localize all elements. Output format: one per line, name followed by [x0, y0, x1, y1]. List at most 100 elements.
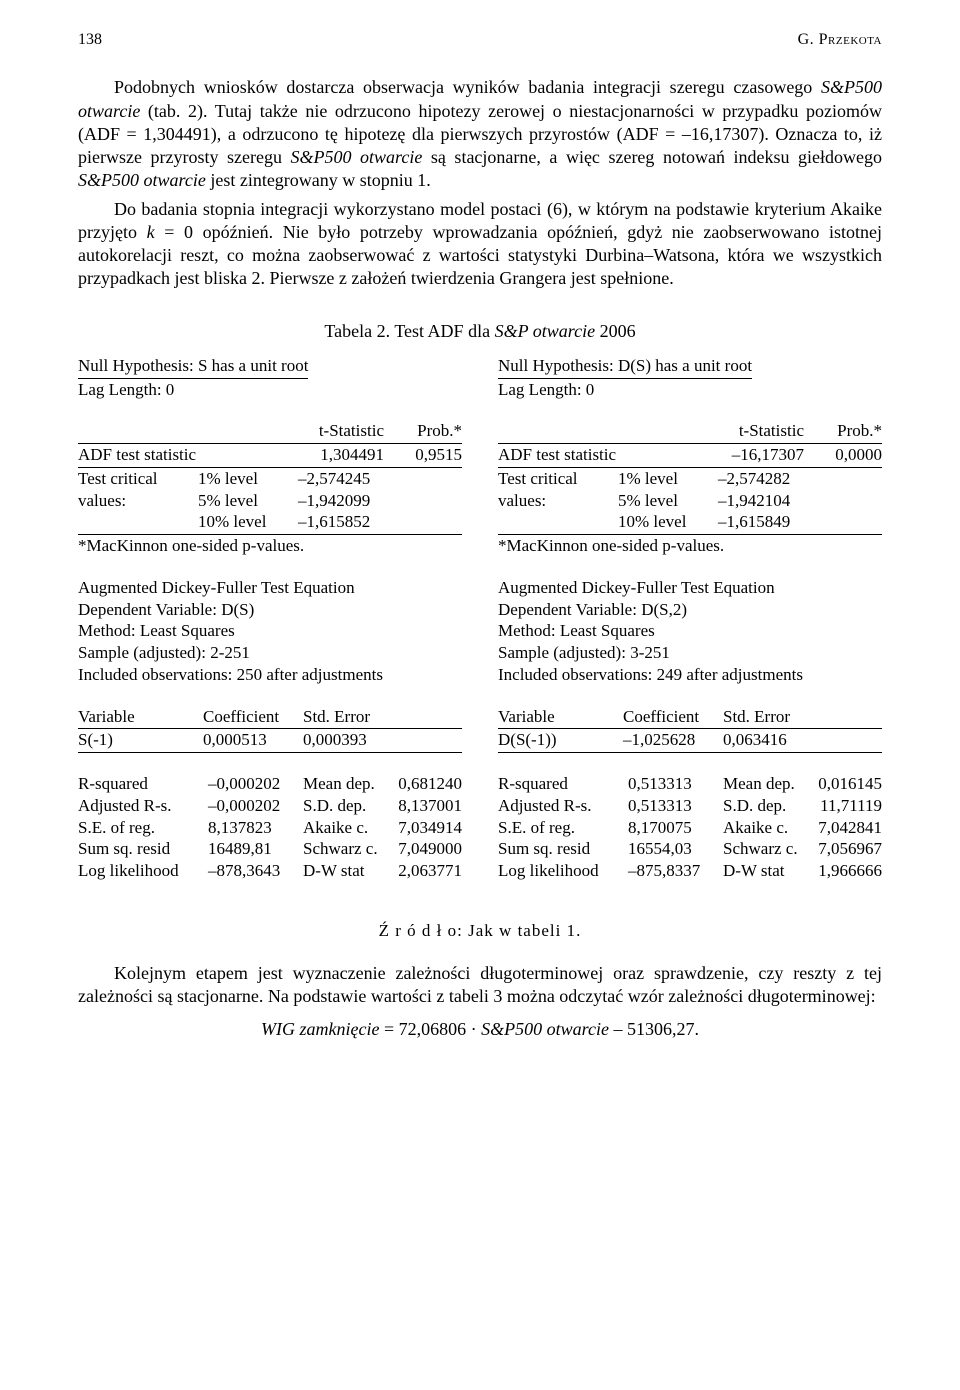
coef-header: Variable Coefficient Std. Error [498, 706, 882, 730]
diag-label: Mean dep. [723, 773, 818, 795]
adf-tstat: 1,304491 [294, 444, 384, 466]
coef-header-label: Coefficient [623, 706, 723, 728]
prob-header: Prob.* [392, 420, 462, 442]
crit-level: 1% level [618, 468, 718, 490]
crit-value: –1,615852 [298, 511, 462, 533]
series-name: S&P500 otwarcie [78, 170, 206, 190]
coefficient: 0,000513 [203, 729, 303, 751]
diag-value: –0,000202 [208, 795, 303, 817]
std-error: 0,063416 [723, 729, 882, 751]
crit-value: –1,615849 [718, 511, 882, 533]
null-hypothesis: Null Hypothesis: S has a unit root [78, 355, 308, 379]
stat-header: t-Statistic Prob.* [498, 420, 882, 444]
se-header: Std. Error [303, 706, 462, 728]
diag-value: 8,137823 [208, 817, 303, 839]
crit-label: values: [498, 490, 618, 512]
text: są stacjonarne, a więc szereg notowań in… [422, 147, 882, 167]
page-number: 138 [78, 30, 102, 50]
crit-label: Test critical [498, 468, 618, 490]
diag-label: Log likelihood [498, 860, 628, 882]
diag-value: 0,513313 [628, 795, 723, 817]
eq-const: – 51306,27. [609, 1019, 699, 1039]
diag-label: Sum sq. resid [78, 838, 208, 860]
coefficient: –1,025628 [623, 729, 723, 751]
diag-value: 16554,03 [628, 838, 723, 860]
diag-label: Schwarz c. [303, 838, 398, 860]
adf-prob: 0,0000 [812, 444, 882, 466]
diag-value: –878,3643 [208, 860, 303, 882]
caption-label: Tabela 2. [324, 321, 390, 341]
dependent-var: Dependent Variable: D(S) [78, 599, 462, 621]
diag-label: Adjusted R-s. [498, 795, 628, 817]
se-header: Std. Error [723, 706, 882, 728]
right-panel: Null Hypothesis: D(S) has a unit root La… [498, 355, 882, 902]
adf-tstat: –16,17307 [714, 444, 804, 466]
stat-header: t-Statistic Prob.* [78, 420, 462, 444]
table-caption: Tabela 2. Test ADF dla S&P otwarcie 2006 [78, 320, 882, 343]
page: 138 G. Przekota Podobnych wniosków dosta… [0, 0, 960, 1081]
diag-label: Sum sq. resid [498, 838, 628, 860]
caption-text: Test ADF dla [390, 321, 494, 341]
sample: Sample (adjusted): 3-251 [498, 642, 882, 664]
var-header: Variable [78, 706, 203, 728]
observations: Included observations: 250 after adjustm… [78, 664, 462, 686]
equation: WIG zamknięcie = 72,06806 · S&P500 otwar… [78, 1018, 882, 1041]
crit-value: –2,574282 [718, 468, 882, 490]
diag-label: Schwarz c. [723, 838, 818, 860]
diag-label: D-W stat [723, 860, 818, 882]
paragraph-1: Podobnych wniosków dostarcza obserwacja … [78, 76, 882, 191]
crit-label: Test critical [78, 468, 198, 490]
caption-series: S&P otwarcie [495, 321, 596, 341]
eq-lhs: WIG zamknięcie [261, 1019, 379, 1039]
page-header: 138 G. Przekota [78, 30, 882, 50]
crit-value: –1,942104 [718, 490, 882, 512]
text: Podobnych wniosków dostarcza obserwacja … [114, 77, 821, 97]
table-source: Ź r ó d ł o: Jak w tabeli 1. [78, 920, 882, 942]
var-k: k [147, 222, 155, 242]
crit-level: 10% level [618, 511, 718, 533]
tstat-header: t-Statistic [294, 420, 384, 442]
diag-value: 7,034914 [398, 817, 462, 839]
diag-label: R-squared [498, 773, 628, 795]
text: = 0 opóźnień. Nie było potrzeby wprowadz… [78, 222, 882, 288]
method: Method: Least Squares [78, 620, 462, 642]
tstat-header: t-Statistic [714, 420, 804, 442]
adf-label: ADF test statistic [498, 444, 714, 466]
variable-name: D(S(-1)) [498, 729, 623, 751]
diag-label: S.E. of reg. [498, 817, 628, 839]
diag-value: 8,170075 [628, 817, 723, 839]
crit-value: –2,574245 [298, 468, 462, 490]
header-author: G. Przekota [798, 30, 882, 50]
null-hypothesis: Null Hypothesis: D(S) has a unit root [498, 355, 752, 379]
series-name: S&P500 otwarcie [291, 147, 423, 167]
crit-value: –1,942099 [298, 490, 462, 512]
diag-value: 7,049000 [398, 838, 462, 860]
table-2: Null Hypothesis: S has a unit root Lag L… [78, 355, 882, 902]
crit-level: 5% level [618, 490, 718, 512]
paragraph-2: Do badania stopnia integracji wykorzysta… [78, 198, 882, 290]
crit-label: values: [78, 490, 198, 512]
caption-year: 2006 [595, 321, 636, 341]
diag-label: Akaike c. [723, 817, 818, 839]
lag-length: Lag Length: 0 [498, 379, 882, 401]
diag-label: S.D. dep. [723, 795, 818, 817]
var-header: Variable [498, 706, 623, 728]
diag-label: R-squared [78, 773, 208, 795]
observations: Included observations: 249 after adjustm… [498, 664, 882, 686]
crit-level: 5% level [198, 490, 298, 512]
diag-value: 7,056967 [818, 838, 882, 860]
coef-header: Variable Coefficient Std. Error [78, 706, 462, 730]
diag-value: 1,966666 [818, 860, 882, 882]
diag-label: Log likelihood [78, 860, 208, 882]
diag-value: 0,016145 [818, 773, 882, 795]
diag-value: 16489,81 [208, 838, 303, 860]
prob-header: Prob.* [812, 420, 882, 442]
sample: Sample (adjusted): 2-251 [78, 642, 462, 664]
crit-level: 1% level [198, 468, 298, 490]
std-error: 0,000393 [303, 729, 462, 751]
diag-label: Akaike c. [303, 817, 398, 839]
adf-prob: 0,9515 [392, 444, 462, 466]
diag-value: –0,000202 [208, 773, 303, 795]
diag-value: 7,042841 [818, 817, 882, 839]
variable-name: S(-1) [78, 729, 203, 751]
